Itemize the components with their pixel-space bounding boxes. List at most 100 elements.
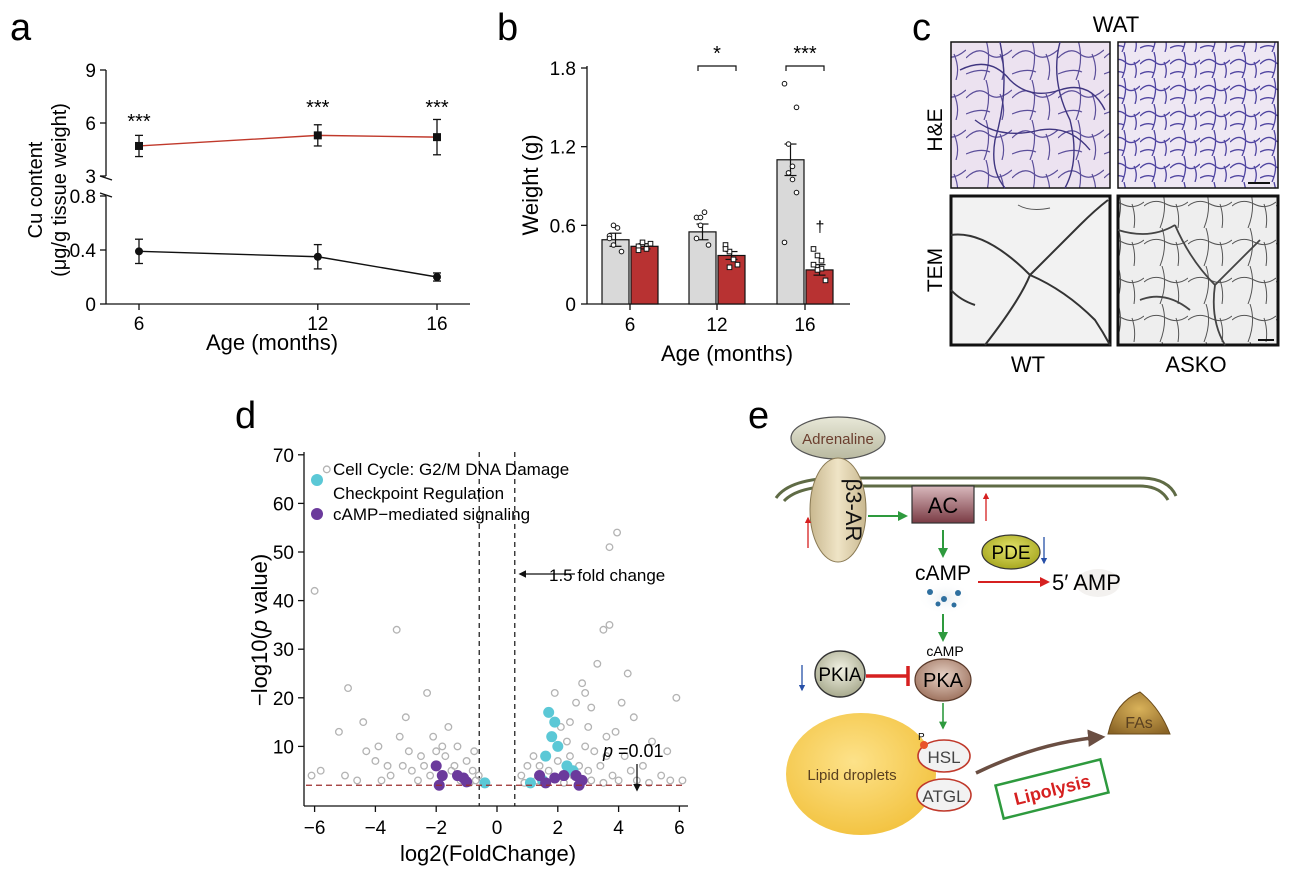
d-point-other bbox=[441, 752, 450, 761]
d-point-other bbox=[596, 761, 605, 770]
he-asko-image bbox=[1117, 41, 1279, 189]
a-xtick-label: 16 bbox=[426, 314, 447, 335]
d-ytick-label: 20 bbox=[273, 689, 294, 710]
pde-label: PDE bbox=[991, 543, 1030, 564]
b-ytick-label: 0 bbox=[565, 295, 576, 316]
atgl-node: ATGL bbox=[916, 778, 972, 812]
phosphate-label: P bbox=[918, 732, 925, 743]
d-point-other bbox=[417, 752, 425, 761]
d-point-other bbox=[663, 747, 672, 756]
d-point-other bbox=[374, 742, 383, 751]
pka-label: PKA bbox=[923, 670, 964, 692]
d-point-other bbox=[377, 776, 386, 785]
d-point-other bbox=[587, 703, 596, 712]
b-data-point bbox=[606, 235, 613, 242]
d-point-other bbox=[657, 771, 666, 780]
d-point-other bbox=[404, 747, 413, 756]
panel-a-axes bbox=[99, 70, 470, 305]
d-point-other bbox=[529, 752, 538, 761]
d-point-other bbox=[550, 688, 559, 697]
camp-label: cAMP bbox=[915, 562, 971, 585]
d-point-other bbox=[648, 737, 656, 746]
d-point-other bbox=[322, 465, 331, 474]
b-data-point bbox=[785, 141, 792, 147]
d-xtick-label: 4 bbox=[613, 818, 624, 839]
a-significance-label: *** bbox=[127, 111, 151, 133]
b-data-point bbox=[726, 264, 733, 271]
tem-wt-image bbox=[949, 194, 1112, 347]
d-point-other bbox=[602, 732, 611, 741]
d-point-other bbox=[566, 718, 574, 727]
d-point-other bbox=[623, 669, 632, 678]
d-point-cell-cycle bbox=[549, 716, 561, 728]
b-data-point bbox=[734, 261, 741, 268]
d-point-other bbox=[334, 727, 343, 736]
d-point-other bbox=[310, 586, 319, 595]
panel-c-col-wt: WT bbox=[1011, 352, 1045, 377]
d-point-other bbox=[429, 732, 438, 741]
d-point-other bbox=[581, 742, 590, 751]
panel-c-row-tem: TEM bbox=[924, 248, 947, 292]
lipolysis-arrow bbox=[975, 729, 1106, 775]
d-point-other bbox=[371, 757, 380, 765]
b-bar bbox=[717, 254, 746, 305]
panel-letter-c: c bbox=[912, 7, 931, 49]
b-ytick-label: 1.2 bbox=[550, 138, 576, 159]
a-xtick-label: 12 bbox=[307, 314, 328, 335]
d-point-other bbox=[672, 693, 681, 702]
b-data-point bbox=[810, 261, 817, 268]
fatty-acids-node: FAs bbox=[1107, 691, 1171, 735]
hsl-node: HSL P bbox=[917, 732, 971, 773]
adrenaline-label: Adrenaline bbox=[802, 431, 874, 448]
d-point-other bbox=[590, 747, 599, 756]
beta3-receptor-label: β3-AR bbox=[841, 479, 866, 542]
b-data-point bbox=[722, 246, 729, 252]
d-point-other bbox=[614, 776, 623, 785]
b-data-point bbox=[614, 225, 621, 231]
a-point bbox=[433, 133, 441, 142]
b-data-point bbox=[822, 277, 829, 284]
a-ytick-label-lower: 0.8 bbox=[70, 187, 96, 208]
d-point-other bbox=[359, 718, 368, 727]
d-xtick-label: 6 bbox=[674, 818, 685, 839]
d-ytick-label: 50 bbox=[273, 543, 294, 564]
d-point-other bbox=[535, 761, 544, 770]
b-bar bbox=[601, 239, 630, 305]
d-point-other bbox=[629, 713, 638, 722]
d-point-camp bbox=[549, 772, 561, 784]
d-ytick-label: 70 bbox=[273, 446, 294, 467]
d-point-other bbox=[414, 776, 422, 785]
panel-a-ylabel-line2: (μg/g tissue weight) bbox=[49, 103, 71, 277]
b-xtick-label: 12 bbox=[706, 315, 727, 336]
d-point-other bbox=[401, 713, 410, 722]
d-point-other bbox=[553, 757, 562, 765]
d-point-other bbox=[426, 771, 435, 780]
b-significance-bracket bbox=[785, 65, 825, 71]
d-point-other bbox=[602, 752, 611, 761]
d-point-other bbox=[556, 723, 565, 731]
amp-label: 5′ AMP bbox=[1052, 570, 1121, 595]
fold-change-annotation: 1.5 fold change bbox=[518, 566, 665, 585]
ac-label: AC bbox=[928, 493, 959, 518]
hsl-label: HSL bbox=[927, 748, 960, 767]
d-point-other bbox=[638, 761, 647, 770]
a-ytick-label-upper: 6 bbox=[85, 114, 96, 135]
d-point-other bbox=[423, 688, 432, 697]
d-point-other bbox=[474, 771, 483, 780]
a-point bbox=[135, 141, 143, 150]
a-point bbox=[433, 273, 441, 281]
d-ytick-label: 60 bbox=[273, 494, 294, 515]
b-data-point bbox=[814, 267, 821, 273]
b-data-point bbox=[701, 209, 708, 216]
d-point-other bbox=[666, 776, 675, 785]
d-xtick-label: 0 bbox=[492, 818, 503, 839]
d-point-cell-cycle bbox=[552, 740, 564, 752]
d-point-camp bbox=[430, 760, 442, 772]
panel-d-legend: Cell Cycle: G2/M DNA Damage Checkpoint R… bbox=[311, 460, 569, 524]
panel-c-col-asko: ASKO bbox=[1165, 352, 1226, 377]
atgl-label: ATGL bbox=[922, 787, 965, 806]
d-point-cell-cycle bbox=[540, 750, 552, 762]
d-point-other bbox=[523, 761, 532, 770]
d-point-other bbox=[587, 776, 596, 785]
d-point-other bbox=[562, 737, 571, 746]
